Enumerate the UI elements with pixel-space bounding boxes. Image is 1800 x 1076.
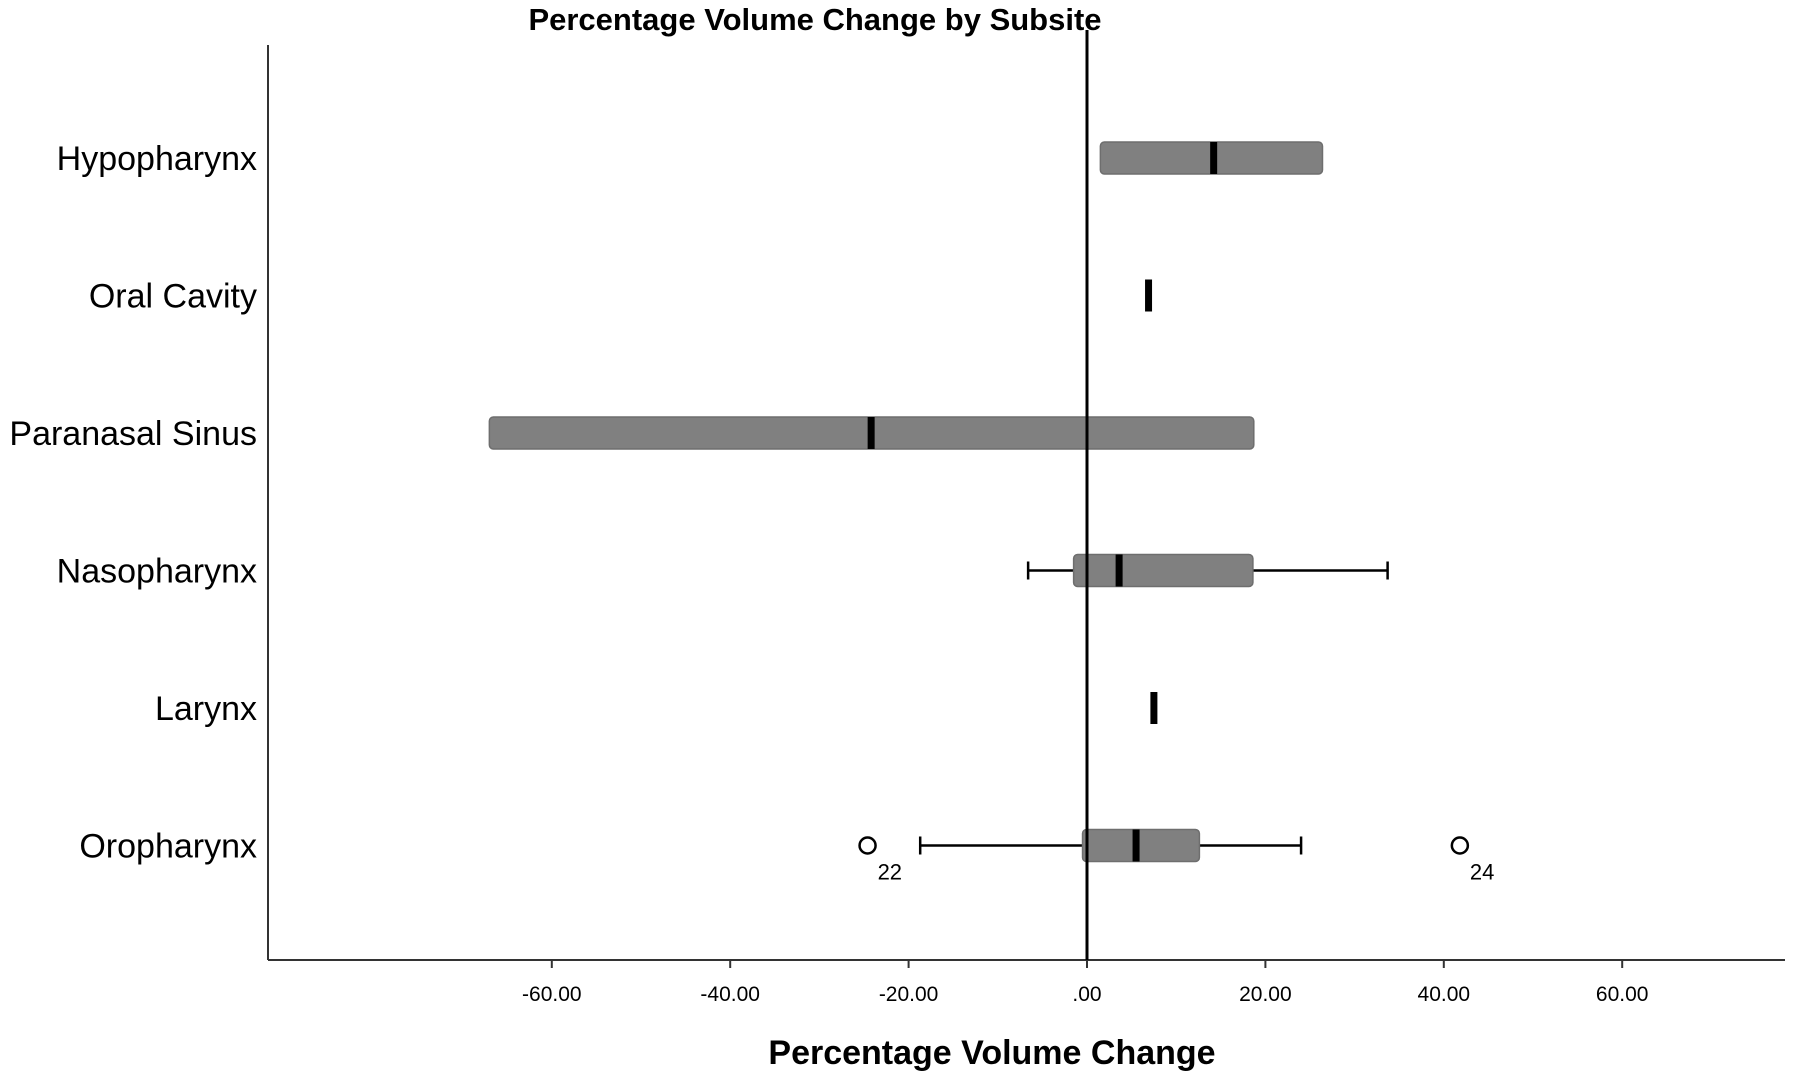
x-tick-label: 40.00 (1418, 983, 1471, 1006)
x-tick-label: -60.00 (522, 983, 582, 1006)
outlier-label: 22 (878, 860, 902, 885)
y-category-label: Hypopharynx (57, 140, 257, 178)
outlier-label: 24 (1470, 860, 1494, 885)
y-category-label: Oral Cavity (89, 278, 257, 316)
x-axis-label: Percentage Volume Change (768, 1034, 1215, 1072)
chart-title: Percentage Volume Change by Subsite (528, 2, 1101, 37)
y-category-label: Nasopharynx (57, 553, 257, 591)
y-category-label: Oropharynx (79, 828, 257, 866)
outlier-point (858, 836, 877, 855)
x-tick-label: 60.00 (1596, 983, 1649, 1006)
box-iqr (1072, 553, 1254, 588)
y-category-label: Paranasal Sinus (9, 415, 257, 453)
x-tick-label: -40.00 (700, 983, 760, 1006)
box-group-nasopharynx (1026, 553, 1389, 588)
box-group-paranasal-sinus (488, 416, 1255, 450)
plot-area: -60.00 -40.00 -20.00 .00 20.00 40.00 60.00 Hypo… (9, 30, 1785, 1006)
box-group-oropharynx: 22 24 (858, 828, 1494, 885)
y-category-label: Larynx (155, 690, 257, 728)
x-tick-label: -20.00 (879, 983, 939, 1006)
x-tick-label: .00 (1072, 983, 1101, 1006)
outlier-point (1450, 836, 1470, 855)
box-iqr (1081, 828, 1201, 863)
box-group-hypopharynx (1099, 141, 1324, 175)
x-tick-label: 20.00 (1239, 983, 1292, 1006)
